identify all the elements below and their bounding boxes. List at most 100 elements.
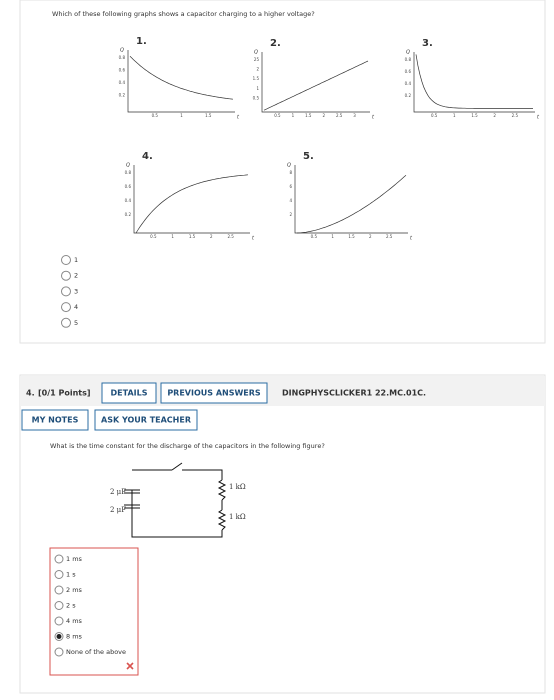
radio[interactable] bbox=[54, 647, 64, 657]
radio[interactable] bbox=[54, 554, 64, 564]
tick-label: 0.8 bbox=[119, 55, 126, 60]
axis-label: Q bbox=[287, 163, 291, 169]
tick-label: 6 bbox=[289, 184, 292, 189]
axis-label: t bbox=[237, 115, 240, 121]
points: [0/1 Points] bbox=[38, 389, 91, 398]
incorrect-icon bbox=[126, 662, 134, 670]
axis-label: t bbox=[537, 115, 540, 121]
button-label: DETAILS bbox=[111, 389, 148, 398]
tick-label: 2 bbox=[210, 234, 213, 239]
tick-label: 0.2 bbox=[405, 93, 412, 98]
tick-label: 2 bbox=[289, 212, 292, 217]
tick-label: 0.8 bbox=[125, 170, 132, 175]
tick-label: 0.4 bbox=[125, 198, 132, 203]
wire bbox=[131, 462, 223, 538]
tick-label: 0.5 bbox=[152, 113, 159, 118]
option-label: 1 s bbox=[66, 571, 76, 579]
circuit bbox=[124, 462, 227, 538]
curve bbox=[135, 174, 249, 234]
question-card bbox=[19, 0, 546, 344]
tick-label: 1.5 bbox=[348, 234, 355, 239]
axis-label: t bbox=[252, 236, 255, 242]
tick-label: 1.5 bbox=[205, 113, 212, 118]
buttons: DETAILS PREVIOUS ANSWERS bbox=[101, 382, 268, 404]
axis-label: Q bbox=[120, 48, 124, 54]
tick-label: 2.5 bbox=[227, 234, 234, 239]
tick-label: 2.5 bbox=[512, 113, 519, 118]
tick-label: 0.4 bbox=[119, 80, 126, 85]
button[interactable] bbox=[101, 382, 157, 404]
capacitor bbox=[124, 489, 140, 509]
curve bbox=[415, 54, 533, 109]
option-label: 1 ms bbox=[66, 555, 83, 563]
radio[interactable] bbox=[54, 585, 64, 595]
tick-label: 0.5 bbox=[274, 113, 281, 118]
graph-number: 3. bbox=[422, 38, 433, 49]
tick-label: 0.5 bbox=[253, 95, 260, 100]
axis-label: t bbox=[372, 115, 375, 121]
tick-label: 1.5 bbox=[471, 113, 478, 118]
curve bbox=[296, 174, 407, 234]
option-label: 3 bbox=[74, 287, 78, 295]
radio[interactable] bbox=[54, 570, 64, 579]
tick-label: 1 bbox=[180, 113, 183, 118]
tools: MY NOTES ASK YOUR TEACHER bbox=[21, 409, 198, 431]
radio[interactable] bbox=[61, 317, 71, 328]
radio[interactable] bbox=[61, 302, 71, 313]
button-label: PREVIOUS ANSWERS bbox=[167, 389, 261, 398]
option-label: 2 ms bbox=[66, 586, 83, 594]
option-label: 5 bbox=[74, 319, 78, 327]
answer-box bbox=[49, 547, 139, 676]
button[interactable] bbox=[21, 409, 89, 431]
tick-label: 3 bbox=[353, 113, 356, 118]
question-number: 4. bbox=[26, 389, 35, 398]
axis-label: Q bbox=[254, 50, 258, 56]
capacitor-label: 2 μF bbox=[110, 488, 126, 496]
option-label: None of the above bbox=[66, 648, 126, 656]
button[interactable] bbox=[160, 382, 268, 404]
tick-label: 1.5 bbox=[305, 113, 312, 118]
radio[interactable] bbox=[61, 255, 71, 265]
radio[interactable] bbox=[61, 270, 71, 281]
axes bbox=[133, 165, 250, 234]
button-label: ASK YOUR TEACHER bbox=[101, 416, 191, 425]
graph-number: 2. bbox=[270, 38, 281, 49]
tick-label: 2.5 bbox=[336, 113, 343, 118]
option-label: 2 bbox=[74, 272, 78, 280]
option-label: 4 ms bbox=[66, 617, 83, 625]
button-label: MY NOTES bbox=[32, 416, 79, 425]
tick-label: 0.4 bbox=[405, 81, 412, 86]
options: 1 2 3 4 5 bbox=[61, 255, 78, 328]
radio[interactable] bbox=[54, 601, 64, 610]
options: 1 ms 1 s 2 ms 2 s 4 ms 8 ms None of the above bbox=[54, 554, 126, 657]
capacitor-label: 2 μF bbox=[110, 506, 126, 514]
axes bbox=[127, 50, 235, 113]
tick-label: 2 bbox=[493, 113, 496, 118]
graph-number: 1. bbox=[136, 36, 147, 47]
tick-label: 1.5 bbox=[189, 234, 196, 239]
graph-number: 5. bbox=[303, 151, 314, 162]
option-label: 8 ms bbox=[66, 633, 83, 641]
tick-label: 2 bbox=[369, 234, 372, 239]
tick-label: 1 bbox=[171, 234, 174, 239]
graph-number: 4. bbox=[142, 151, 153, 162]
tick-label: 25 bbox=[254, 57, 260, 62]
button[interactable] bbox=[94, 409, 198, 431]
tick-label: 1 bbox=[331, 234, 334, 239]
tick-label: 0.6 bbox=[405, 69, 412, 74]
axis-label: Q bbox=[406, 50, 410, 56]
tick-label: 0.6 bbox=[125, 184, 132, 189]
axes bbox=[261, 52, 370, 113]
tick-label: 0.5 bbox=[431, 113, 438, 118]
tick-label: 4 bbox=[289, 198, 292, 203]
question-prompt: Which of these following graphs shows a … bbox=[52, 10, 315, 18]
tick-label: 0.8 bbox=[405, 57, 412, 62]
radio[interactable] bbox=[61, 286, 71, 297]
tick-label: 1.5 bbox=[253, 76, 260, 81]
radio[interactable] bbox=[54, 616, 64, 626]
radio-selected bbox=[56, 634, 62, 639]
tick-label: 0.2 bbox=[119, 93, 126, 98]
axes bbox=[294, 165, 408, 234]
option-label: 4 bbox=[74, 303, 78, 311]
